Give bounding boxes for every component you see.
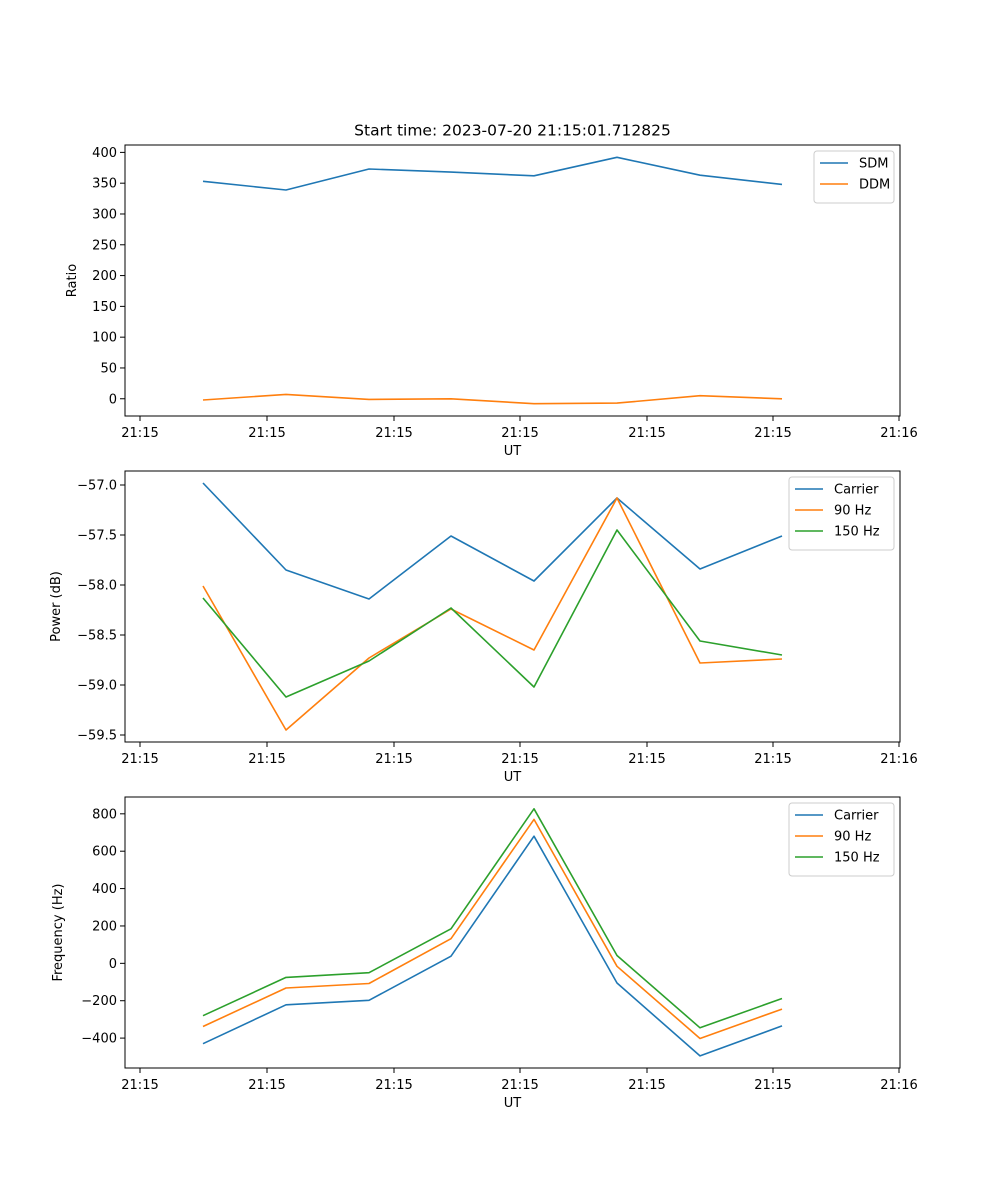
x-tick-label: 21:15 xyxy=(248,426,285,441)
y-tick-label: 300 xyxy=(92,207,117,222)
series-line-carrier xyxy=(202,482,783,600)
x-tick-label: 21:15 xyxy=(248,752,285,767)
x-tick-label: 21:16 xyxy=(880,1078,917,1093)
series-line-150-hz xyxy=(202,807,783,1029)
legend: Carrier 90 Hz 150 Hz xyxy=(788,476,895,551)
y-tick-label: 400 xyxy=(92,146,117,161)
x-tick-label: 21:15 xyxy=(501,752,538,767)
x-tick-label: 21:15 xyxy=(628,752,665,767)
y-tick-label: 0 xyxy=(109,392,117,407)
chart-2: −59.5 −59.0 −58.5 −58.0 −57.5 −57.0 21:15 21:15… xyxy=(49,470,918,785)
legend-label: 90 Hz xyxy=(834,504,871,519)
y-tick-label: −57.5 xyxy=(77,529,117,544)
legend-label: Carrier xyxy=(834,809,879,824)
x-axis-label: UT xyxy=(504,1096,522,1111)
x-tick-label: 21:15 xyxy=(121,426,158,441)
charts-container: 0 50 100 150 200 250 300 350 400 21:15 21:15 21:15 2… xyxy=(49,144,918,1111)
series-line-90-hz xyxy=(202,497,783,731)
x-axis-label: UT xyxy=(504,770,522,785)
legend-label: 150 Hz xyxy=(834,525,880,540)
y-tick-label: 100 xyxy=(92,331,117,346)
legend-label: DDM xyxy=(859,178,890,193)
series-line-sdm xyxy=(202,156,783,191)
y-tick-label: 350 xyxy=(92,177,117,192)
legend: Carrier 90 Hz 150 Hz xyxy=(788,802,895,877)
x-tick-label: 21:15 xyxy=(754,752,791,767)
x-tick-label: 21:15 xyxy=(121,752,158,767)
plot-frame xyxy=(124,796,901,1069)
x-axis-label: UT xyxy=(504,444,522,459)
y-axis-label: Power (dB) xyxy=(49,571,64,642)
series-line-90-hz xyxy=(202,818,783,1040)
y-tick-label: −200 xyxy=(81,994,117,1009)
plot-frame xyxy=(124,470,901,743)
x-tick-label: 21:15 xyxy=(754,1078,791,1093)
x-tick-label: 21:15 xyxy=(121,1078,158,1093)
x-tick-label: 21:16 xyxy=(880,752,917,767)
x-tick-label: 21:15 xyxy=(375,752,412,767)
y-axis-label: Frequency (Hz) xyxy=(51,883,66,981)
chart-3: −400 −200 0 200 400 600 800 21:15 21:15 21:15 21:1… xyxy=(51,796,918,1111)
legend-label: 150 Hz xyxy=(834,851,880,866)
y-tick-label: 400 xyxy=(92,882,117,897)
y-tick-label: −57.0 xyxy=(77,479,117,494)
y-tick-label: 200 xyxy=(92,919,117,934)
x-tick-label: 21:15 xyxy=(628,1078,665,1093)
legend-label: 90 Hz xyxy=(834,830,871,845)
x-tick-label: 21:15 xyxy=(375,1078,412,1093)
legend-label: SDM xyxy=(859,157,888,172)
x-tick-label: 21:15 xyxy=(501,1078,538,1093)
legend-label: Carrier xyxy=(834,483,879,498)
x-tick-label: 21:15 xyxy=(754,426,791,441)
y-tick-label: −58.0 xyxy=(77,579,117,594)
y-tick-label: −58.5 xyxy=(77,629,117,644)
chart-1: 0 50 100 150 200 250 300 350 400 21:15 21:15 21:15 2… xyxy=(65,144,918,459)
series-line-carrier xyxy=(202,835,783,1057)
y-axis-label: Ratio xyxy=(65,264,80,297)
y-tick-label: 0 xyxy=(109,957,117,972)
series-line-150-hz xyxy=(202,529,783,698)
x-tick-label: 21:16 xyxy=(880,426,917,441)
y-tick-label: −59.5 xyxy=(77,729,117,744)
x-tick-label: 21:15 xyxy=(501,426,538,441)
y-tick-label: 50 xyxy=(100,361,117,376)
series-line-ddm xyxy=(202,393,783,405)
y-tick-label: −400 xyxy=(81,1032,117,1047)
y-tick-label: 150 xyxy=(92,300,117,315)
x-tick-label: 21:15 xyxy=(628,426,665,441)
plot-frame xyxy=(124,144,901,417)
y-tick-label: 250 xyxy=(92,238,117,253)
y-tick-label: 200 xyxy=(92,269,117,284)
figure-title: Start time: 2023-07-20 21:15:01.712825 xyxy=(354,122,671,140)
x-tick-label: 21:15 xyxy=(375,426,412,441)
y-tick-label: 800 xyxy=(92,807,117,822)
y-tick-label: 600 xyxy=(92,845,117,860)
x-tick-label: 21:15 xyxy=(248,1078,285,1093)
legend: SDM DDM xyxy=(813,150,895,204)
legend-box xyxy=(813,150,895,204)
y-tick-label: −59.0 xyxy=(77,679,117,694)
